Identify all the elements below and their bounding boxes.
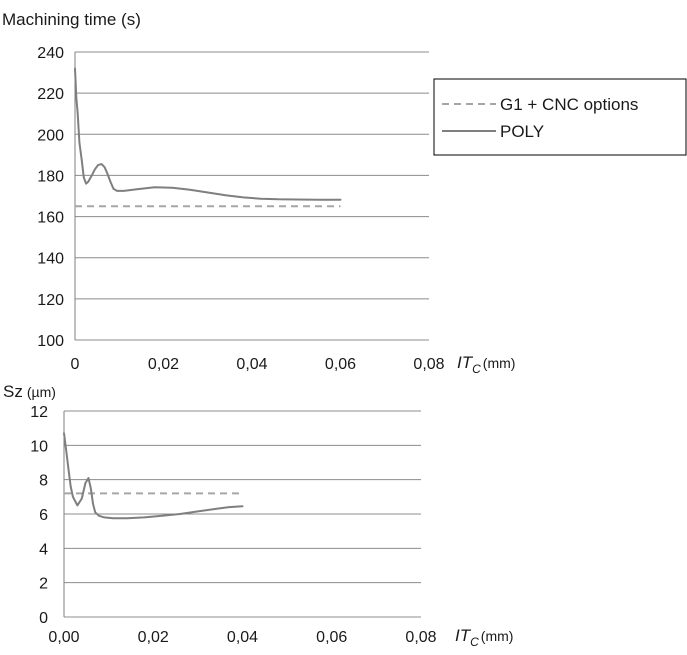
- y-tick-label: 0: [39, 610, 48, 627]
- bottom-y-tick-labels: 0 2 4 6 8 10 12: [30, 404, 48, 627]
- y-tick-label: 120: [37, 292, 64, 309]
- series-line-poly: [74, 67, 342, 201]
- y-tick-label: 2: [39, 576, 48, 593]
- x-tick-label: 0,00: [48, 629, 79, 646]
- y-tick-label: 240: [37, 45, 64, 62]
- y-tick-label: 100: [37, 333, 64, 350]
- top-x-axis-title: ITC (mm): [457, 353, 515, 376]
- y-tick-label: 140: [37, 251, 64, 268]
- y-tick-label: 200: [37, 127, 64, 144]
- top-y-tick-labels: 100 120 140 160 180 200 220 240: [37, 45, 64, 350]
- legend-label-poly: POLY: [500, 122, 544, 141]
- x-tick-label: 0,04: [236, 356, 267, 373]
- legend-label-g1: G1 + CNC options: [500, 95, 638, 114]
- y-tick-label: 10: [30, 438, 48, 455]
- y-tick-label: 12: [30, 404, 48, 421]
- x-tick-label: 0,06: [325, 356, 356, 373]
- y-tick-label: 180: [37, 168, 64, 185]
- series-line-poly: [63, 432, 244, 520]
- legend: G1 + CNC options POLY: [433, 78, 687, 156]
- top-series-group: [74, 67, 342, 208]
- y-tick-label: 160: [37, 210, 64, 227]
- y-tick-label: 6: [39, 507, 48, 524]
- x-tick-label: 0,02: [138, 629, 169, 646]
- machining-time-chart: Machining time (s) 100 120 140 160 180 200 220…: [2, 10, 687, 376]
- bottom-y-axis-title: Sz (µm): [3, 382, 56, 401]
- legend-box: [433, 78, 687, 156]
- top-gridlines: [75, 51, 429, 341]
- y-tick-label: 4: [39, 541, 48, 558]
- x-tick-label: 0,08: [413, 356, 444, 373]
- sz-chart: Sz (µm) 0 2 4 6 8 10 12 0,00 0,02 0,04 0,06 0,08 IT…: [3, 382, 513, 649]
- bottom-gridlines: [64, 410, 421, 618]
- top-x-tick-labels: 0 0,02 0,04 0,06 0,08: [71, 356, 445, 373]
- x-tick-label: 0: [71, 356, 80, 373]
- bottom-x-tick-labels: 0,00 0,02 0,04 0,06 0,08: [48, 629, 436, 646]
- bottom-x-axis-title: ITC (mm): [455, 626, 513, 649]
- y-tick-label: 220: [37, 86, 64, 103]
- x-tick-label: 0,08: [405, 629, 436, 646]
- x-tick-label: 0,02: [148, 356, 179, 373]
- top-y-axis-title: Machining time (s): [2, 10, 141, 29]
- y-tick-label: 8: [39, 473, 48, 490]
- x-tick-label: 0,04: [227, 629, 258, 646]
- bottom-series-group: [63, 432, 244, 520]
- x-tick-label: 0,06: [316, 629, 347, 646]
